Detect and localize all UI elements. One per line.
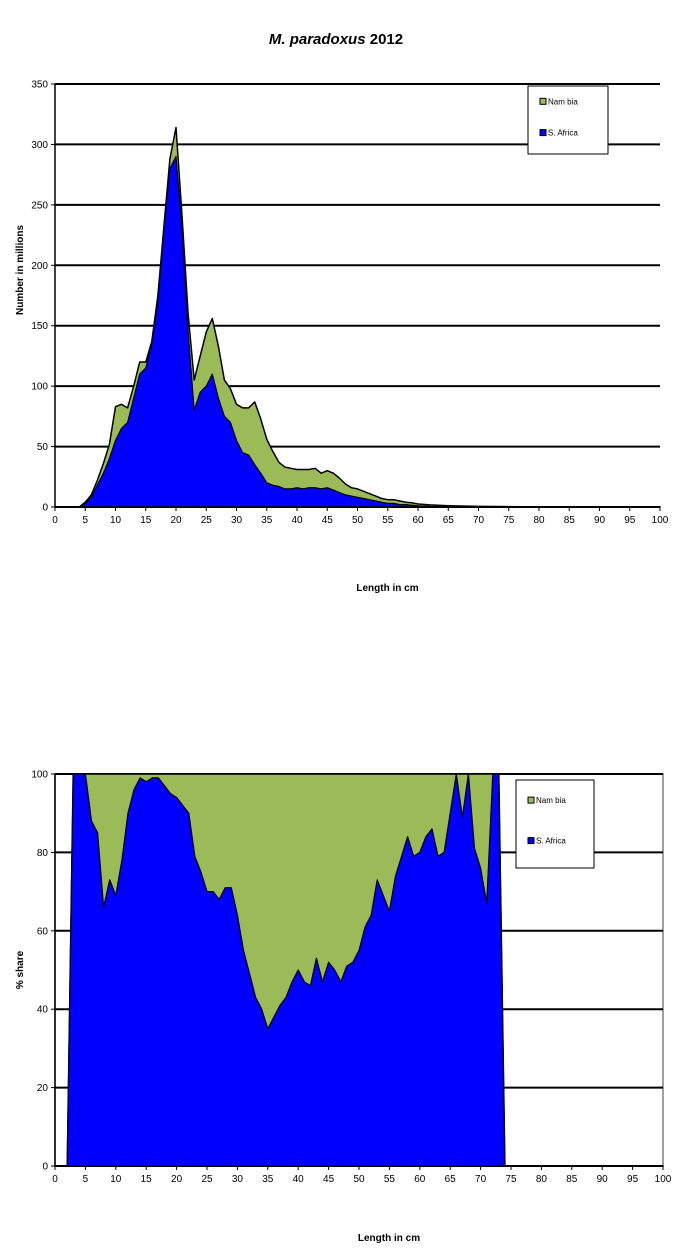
- y-tick-label: 20: [37, 1083, 49, 1094]
- y-tick-label: 0: [42, 1162, 48, 1173]
- legend-label: S. Africa: [536, 837, 566, 846]
- y-axis-title: Number in millions: [15, 225, 26, 315]
- legend-swatch-namibia: [539, 97, 547, 105]
- x-tick-label: 45: [323, 1174, 335, 1185]
- legend-label: Nam bia: [548, 97, 578, 106]
- x-tick-label: 25: [201, 1174, 213, 1185]
- share-area-chart: 0 20 40 60 80 100 0 5 10 15 20 25 30 35 40 45 50 55 60 65 70…: [15, 770, 672, 1245]
- x-tick-label: 65: [443, 515, 455, 526]
- x-tick-label: 0: [52, 1174, 58, 1185]
- legend-box: [515, 779, 595, 869]
- series-area-south-africa: [54, 773, 664, 1167]
- x-tick-label: 30: [231, 515, 243, 526]
- x-tick-label: 5: [83, 1174, 89, 1185]
- x-tick-label: 65: [445, 1174, 457, 1185]
- series-area-south-africa: [54, 155, 661, 508]
- y-tick-label: 200: [31, 261, 48, 272]
- x-tick-label: 75: [503, 515, 515, 526]
- y-tick-label: 50: [37, 442, 49, 453]
- y-axis-title: % share: [15, 950, 26, 989]
- y-tick-label: 100: [31, 770, 48, 781]
- x-tick-label: 10: [110, 1174, 122, 1185]
- x-tick-label: 80: [536, 1174, 548, 1185]
- x-tick-label: 60: [412, 515, 424, 526]
- x-tick-label: 35: [261, 515, 273, 526]
- x-tick-label: 80: [533, 515, 545, 526]
- x-tick-label: 0: [52, 515, 58, 526]
- y-tick-label: 350: [31, 80, 48, 91]
- x-tick-label: 50: [352, 515, 364, 526]
- x-tick-label: 40: [291, 515, 303, 526]
- legend-label: S. Africa: [548, 129, 578, 138]
- x-tick-label: 40: [293, 1174, 305, 1185]
- x-tick-label: 60: [414, 1174, 426, 1185]
- x-tick-label: 70: [473, 515, 485, 526]
- x-tick-label: 15: [141, 1174, 153, 1185]
- y-tick-label: 80: [37, 848, 49, 859]
- x-tick-label: 45: [322, 515, 334, 526]
- y-tick-label: 250: [31, 200, 48, 211]
- x-tick-label: 10: [110, 515, 122, 526]
- x-tick-label: 55: [384, 1174, 396, 1185]
- x-tick-label: 90: [594, 515, 606, 526]
- x-tick-label: 30: [232, 1174, 244, 1185]
- x-tick-label: 5: [82, 515, 88, 526]
- x-tick-label: 100: [652, 515, 669, 526]
- x-tick-label: 50: [353, 1174, 365, 1185]
- title-species: M. paradoxus: [269, 31, 366, 48]
- x-tick-label: 90: [597, 1174, 609, 1185]
- x-tick-label: 55: [382, 515, 394, 526]
- x-tick-label: 35: [262, 1174, 274, 1185]
- y-tick-label: 100: [31, 382, 48, 393]
- x-tick-label: 70: [475, 1174, 487, 1185]
- y-tick-label: 40: [37, 1005, 49, 1016]
- x-tick-label: 15: [140, 515, 152, 526]
- x-tick-label: 20: [170, 515, 182, 526]
- x-tick-label: 75: [505, 1174, 517, 1185]
- x-tick-label: 25: [201, 515, 213, 526]
- legend-swatch-south-africa: [527, 837, 535, 845]
- x-tick-label: 100: [655, 1174, 672, 1185]
- y-tick-label: 300: [31, 140, 48, 151]
- x-tick-label: 20: [171, 1174, 183, 1185]
- numbers-area-chart: 0 50 100 150 200 250 300 350 0 5 10 15 20 25 30 35 40 45 5…: [15, 80, 669, 595]
- title-year: 2012: [370, 31, 403, 48]
- y-tick-label: 150: [31, 321, 48, 332]
- chart-title: M. paradoxus 2012: [269, 31, 403, 48]
- x-tick-label: 95: [627, 1174, 639, 1185]
- x-tick-label: 85: [564, 515, 576, 526]
- y-tick-label: 0: [42, 503, 48, 514]
- legend-swatch-south-africa: [539, 129, 547, 137]
- legend-box: [527, 85, 609, 155]
- x-tick-label: 85: [566, 1174, 578, 1185]
- legend-label: Nam bia: [536, 796, 566, 805]
- x-axis-title: Length in cm: [356, 583, 418, 594]
- legend-swatch-namibia: [527, 796, 535, 804]
- x-tick-label: 95: [624, 515, 636, 526]
- y-tick-label: 60: [37, 926, 49, 937]
- x-axis-title: Length in cm: [358, 1233, 420, 1244]
